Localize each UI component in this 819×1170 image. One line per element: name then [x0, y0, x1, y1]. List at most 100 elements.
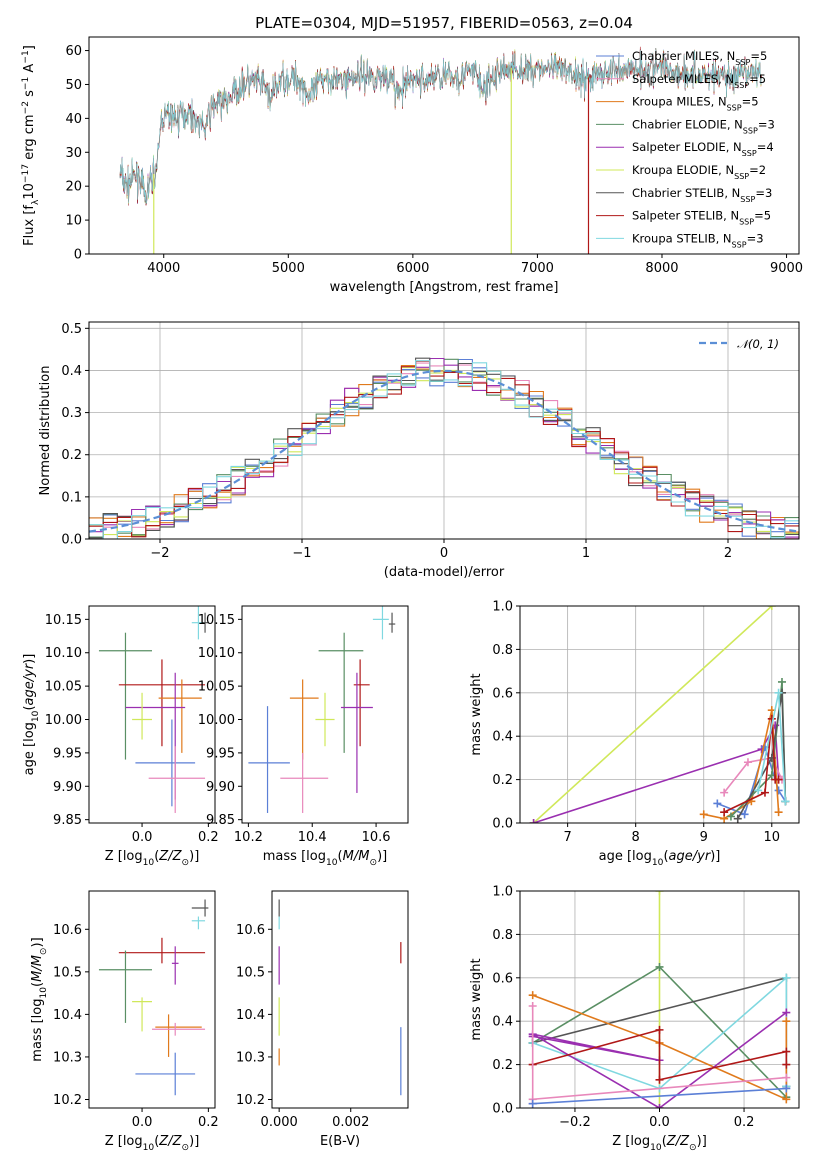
- x-tick-label: 10: [764, 830, 781, 845]
- error-bar-point: [98, 950, 152, 1023]
- x-tick-label: 10.2: [234, 830, 263, 845]
- panel-age-vs-Z: 0.0 0.2 9.85 9.90 9.95 10.00 10.05 10.10 10.15 Z …: [22, 605, 219, 868]
- y-tick-label: 0.4: [492, 1015, 513, 1030]
- x-tick-label: 8000: [645, 261, 678, 276]
- legend: 𝒩(0, 1): [699, 337, 779, 351]
- error-bar-point: [98, 632, 152, 760]
- axes-frame: [519, 890, 800, 1109]
- y-tick-label: 0.3: [61, 406, 82, 421]
- y-tick-label: 0.8: [492, 928, 513, 943]
- error-bar-point: [135, 719, 196, 807]
- x-tick-label: 9000: [770, 261, 803, 276]
- legend-label: Chabrier MILES, NSSP=5: [632, 49, 767, 67]
- y-tick-label: 10.4: [53, 1008, 82, 1023]
- weight-marker: [529, 819, 538, 823]
- panel-spectrum: 4000 5000 6000 7000 8000 9000 0 10 20 30 40 50 60 wav…: [21, 36, 803, 295]
- x-tick-label: 1: [582, 546, 590, 561]
- y-tick-label: 0.4: [492, 730, 513, 745]
- error-bar-point: [372, 606, 389, 640]
- y-tick-label: 10.3: [53, 1050, 82, 1065]
- y-tick-label: 0.2: [492, 773, 513, 788]
- x-axis-label: wavelength [Angstrom, rest frame]: [330, 280, 559, 295]
- weight-line: [532, 1028, 788, 1081]
- y-tick-label: 10.4: [236, 1008, 265, 1023]
- y-tick-label: 10.15: [45, 613, 82, 628]
- y-tick-label: 0.0: [492, 1102, 513, 1117]
- panel-mass-vs-Z: 0.0 0.2 10.2 10.3 10.4 10.5 10.6 Z [log10(Z/Z⊙)…: [30, 890, 219, 1153]
- y-tick-label: 0.2: [492, 1058, 513, 1073]
- y-tick-label: 10.05: [198, 680, 235, 695]
- weight-marker: [782, 1047, 791, 1056]
- y-axis-label: Flux [fλ10−17 erg cm−2 s−1 A−1]: [21, 45, 41, 246]
- y-tick-label: 10.2: [236, 1093, 265, 1108]
- weight-marker: [754, 786, 763, 795]
- weight-marker: [720, 788, 729, 797]
- weight-line: [737, 692, 787, 820]
- y-tick-label: 10.2: [53, 1093, 82, 1108]
- error-bar-point: [155, 1014, 202, 1057]
- axes-frame: [241, 605, 409, 824]
- weight-marker: [760, 788, 769, 797]
- weight-marker: [782, 1084, 791, 1093]
- x-tick-label: 10.6: [362, 830, 391, 845]
- error-bar-point: [118, 937, 206, 964]
- x-axis-label: Z [log10(Z/Z⊙)]: [612, 1134, 707, 1153]
- x-tick-label: 0.0: [132, 1115, 153, 1130]
- error-bar-point: [353, 659, 370, 747]
- weight-marker: [655, 1104, 664, 1108]
- legend: Chabrier MILES, NSSP=5 Salpeter MILES, NS…: [596, 49, 775, 249]
- spectrum-line: [119, 49, 762, 204]
- y-tick-label: 10.05: [45, 680, 82, 695]
- weight-marker: [767, 606, 776, 610]
- axes-frame: [519, 605, 800, 824]
- y-tick-label: 40: [65, 112, 82, 127]
- histogram-step: [89, 360, 799, 539]
- weight-marker: [782, 1017, 791, 1026]
- error-bar-point: [118, 659, 206, 747]
- legend-label: Salpeter STELIB, NSSP=5: [632, 209, 771, 227]
- error-bar-point: [340, 672, 373, 793]
- weight-marker: [733, 814, 742, 823]
- y-tick-label: 0.0: [492, 817, 513, 832]
- y-axis-label: mass [log10(M/M⊙)]: [30, 937, 49, 1061]
- y-tick-label: 20: [65, 180, 82, 195]
- weight-marker: [767, 714, 776, 723]
- plot-area: [248, 606, 396, 813]
- y-tick-label: 0.2: [61, 448, 82, 463]
- x-tick-label: 2: [724, 546, 732, 561]
- panel-residuals: −2 −1 0 1 2 0.0 0.1 0.2 0.3 0.4 0.5 (data-model)/er…: [38, 321, 800, 580]
- axes-frame: [88, 36, 800, 255]
- panel-age-vs-mass: 10.2 10.4 10.6 9.85 9.90 9.95 10.00 10.05 10.10 1…: [198, 605, 409, 868]
- weight-marker: [774, 775, 783, 784]
- error-bar-point: [132, 692, 152, 740]
- y-tick-label: 0.4: [61, 364, 82, 379]
- weight-marker: [782, 1095, 791, 1104]
- y-tick-label: 9.90: [206, 780, 235, 795]
- histogram-step: [89, 357, 799, 538]
- x-axis-label: Z [log10(Z/Z⊙)]: [105, 1134, 200, 1153]
- error-bar-point: [152, 1022, 206, 1036]
- panel-mass-vs-EBV: 0.000 0.002 10.2 10.3 10.4 10.5 10.6 E(B-V): [236, 890, 409, 1149]
- weight-marker: [528, 991, 537, 1000]
- legend-label: Chabrier ELODIE, NSSP=3: [632, 117, 775, 135]
- x-axis-label: age [log10(age/yr)]: [599, 849, 721, 868]
- y-tick-label: 10.5: [236, 965, 265, 980]
- error-bar-point: [125, 672, 186, 800]
- y-tick-label: 10.10: [45, 646, 82, 661]
- y-axis-label: mass weight: [469, 673, 484, 755]
- weight-line: [532, 1087, 787, 1105]
- legend-label: Salpeter MILES, NSSP=5: [632, 72, 766, 90]
- y-tick-label: 10.5: [53, 965, 82, 980]
- error-bar-point: [315, 692, 335, 747]
- figure-title: PLATE=0304, MJD=51957, FIBERID=0563, z=0…: [255, 14, 633, 32]
- weight-marker: [655, 891, 664, 895]
- error-bar-point: [132, 997, 152, 1032]
- x-tick-label: 4000: [147, 261, 180, 276]
- y-tick-label: 9.85: [206, 813, 235, 828]
- error-bar-point: [248, 706, 290, 813]
- x-tick-label: 10.4: [298, 830, 327, 845]
- axes-frame: [271, 890, 409, 1109]
- plot-area: [528, 891, 791, 1108]
- y-tick-label: 50: [65, 78, 82, 93]
